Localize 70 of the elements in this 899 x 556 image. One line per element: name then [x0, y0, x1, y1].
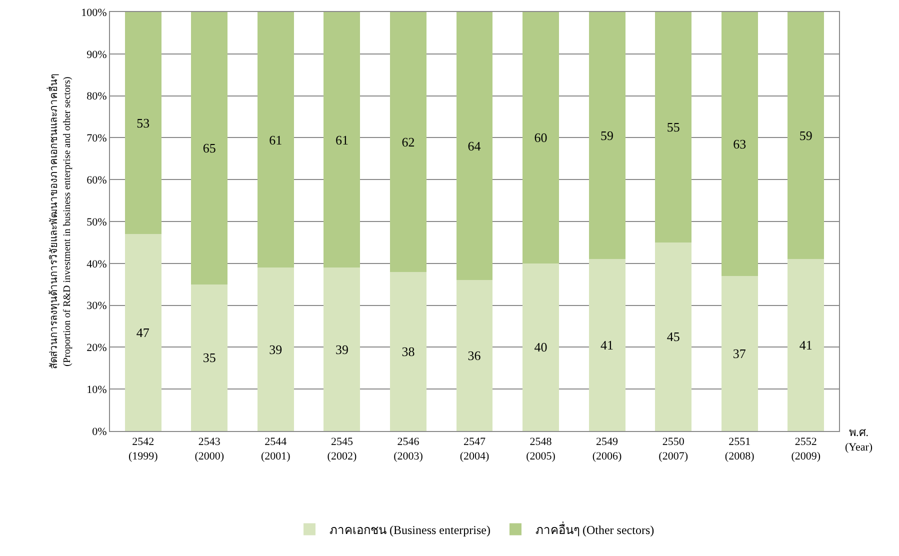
bar [456, 12, 493, 280]
x-tick-label: 2547 (2004) [460, 436, 490, 462]
data-label: 60 [534, 130, 548, 146]
bar [721, 276, 758, 431]
x-tick-label: 2552 (2009) [791, 436, 821, 462]
data-label: 62 [402, 134, 415, 150]
bar [191, 284, 228, 431]
data-label: 41 [600, 338, 614, 353]
y-tick-label: 100% [81, 6, 107, 19]
y-tick-label: 40% [86, 258, 107, 270]
data-label: 39 [335, 342, 348, 357]
data-label: 65 [202, 140, 216, 156]
y-tick-label: 0% [92, 426, 107, 438]
data-label: 38 [402, 344, 415, 359]
data-label: 41 [799, 338, 812, 353]
y-tick-label: 90% [86, 48, 107, 61]
y-tick-label: 10% [86, 384, 107, 396]
data-label: 37 [732, 346, 746, 361]
data-label: 45 [666, 329, 680, 344]
bar [788, 259, 824, 431]
bar [390, 12, 426, 272]
legend-label: ภาคเอกชน (Business enterprise) [330, 522, 490, 537]
bar [655, 242, 692, 431]
bar [124, 234, 162, 431]
data-label: 36 [468, 348, 482, 364]
bar [655, 12, 692, 242]
bar [588, 12, 626, 260]
x-tick-label: 2545 (2002) [327, 436, 357, 462]
data-label: 59 [600, 128, 614, 144]
bar [588, 259, 626, 431]
data-label: 61 [335, 132, 348, 148]
y-tick-label: 50% [86, 216, 107, 228]
bar [324, 268, 360, 431]
bar [788, 12, 824, 260]
bar [522, 263, 559, 431]
data-label: 61 [269, 132, 282, 148]
y-tick-label: 60% [86, 174, 107, 186]
bar [191, 12, 228, 284]
x-tick-label: 2543 (2000) [194, 436, 224, 462]
bar [124, 12, 162, 234]
data-label: 64 [468, 138, 482, 154]
x-tick-label: 2546 (2003) [394, 436, 424, 462]
y-axis-title: สัดส่วนการลงทุนด้านการวิจัยและพัฒนาของภาคเอกชนและภาคอื่นๆ (Proportion of R&D investment in business enterprise and other sectors) [46, 74, 74, 369]
data-label: 59 [799, 128, 812, 144]
bar [324, 12, 360, 268]
data-label: 39 [269, 342, 282, 357]
x-tick-label: 2548 (2005) [526, 436, 556, 462]
x-tick-label: 2549 (2006) [592, 436, 622, 462]
y-tick-label: 20% [86, 342, 107, 354]
data-label: 55 [666, 120, 680, 135]
bar [257, 12, 294, 268]
x-tick-label: 2544 (2001) [261, 436, 291, 462]
legend-label: ภาคอื่นๆ (Other sectors) [535, 520, 654, 537]
data-label: 63 [733, 136, 746, 152]
bar [257, 268, 294, 431]
x-axis-title: พ.ศ. (Year) [845, 427, 873, 454]
y-tick-label: 30% [86, 300, 107, 312]
y-tick-label: 70% [86, 132, 107, 145]
bar [390, 272, 426, 431]
data-label: 35 [202, 350, 216, 366]
y-tick-label: 80% [86, 90, 107, 103]
bar [721, 12, 758, 276]
x-tick-label: 2542 (1999) [128, 436, 158, 462]
x-tick-label: 2550 (2007) [658, 436, 688, 462]
bar [456, 280, 493, 431]
bar [522, 12, 559, 264]
data-label: 40 [534, 340, 548, 355]
data-label: 47 [136, 325, 150, 340]
x-tick-label: 2551 (2008) [724, 436, 755, 462]
data-label: 53 [136, 116, 150, 131]
